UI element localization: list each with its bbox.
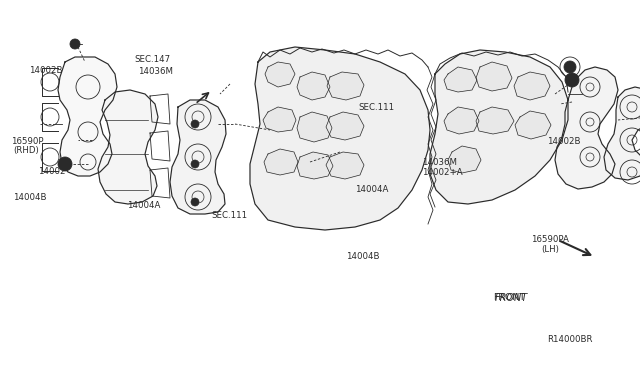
Text: 14002B: 14002B — [547, 137, 580, 146]
Polygon shape — [264, 149, 298, 175]
Circle shape — [191, 160, 199, 168]
Circle shape — [191, 198, 199, 206]
Polygon shape — [514, 72, 550, 100]
Polygon shape — [265, 62, 295, 87]
Text: 14036M: 14036M — [138, 67, 173, 76]
Text: SEC.147: SEC.147 — [134, 55, 170, 64]
Text: 16590PA: 16590PA — [531, 235, 569, 244]
Circle shape — [58, 157, 72, 171]
Text: 14002+A: 14002+A — [422, 169, 463, 177]
Polygon shape — [515, 111, 551, 139]
Polygon shape — [58, 57, 117, 176]
Text: SEC.111: SEC.111 — [211, 211, 247, 220]
Polygon shape — [297, 152, 333, 179]
Text: SEC.111: SEC.111 — [358, 103, 394, 112]
Polygon shape — [263, 107, 296, 132]
Polygon shape — [430, 50, 568, 204]
Text: 14004B: 14004B — [13, 193, 46, 202]
Polygon shape — [444, 107, 479, 134]
Text: 14004B: 14004B — [346, 252, 379, 261]
Polygon shape — [476, 107, 514, 134]
Polygon shape — [170, 100, 226, 214]
Text: FRONT: FRONT — [495, 293, 528, 302]
Text: R14000BR: R14000BR — [547, 335, 593, 344]
Text: (RHD): (RHD) — [13, 146, 38, 155]
Circle shape — [191, 120, 199, 128]
Polygon shape — [250, 47, 430, 230]
Polygon shape — [98, 90, 158, 204]
Polygon shape — [448, 146, 481, 173]
Text: 14002B: 14002B — [29, 66, 62, 75]
Text: 16590P: 16590P — [11, 137, 44, 146]
Text: 14004A: 14004A — [355, 185, 388, 194]
Polygon shape — [604, 87, 640, 180]
Circle shape — [564, 61, 576, 73]
Text: FRONT: FRONT — [493, 293, 525, 302]
Circle shape — [70, 39, 80, 49]
Polygon shape — [444, 67, 477, 92]
Text: (LH): (LH) — [541, 245, 559, 254]
Circle shape — [565, 73, 579, 87]
Polygon shape — [476, 62, 512, 91]
Polygon shape — [327, 72, 364, 100]
Polygon shape — [297, 72, 330, 100]
Text: 14004A: 14004A — [127, 201, 160, 210]
Polygon shape — [326, 152, 364, 179]
Text: 14036M: 14036M — [422, 158, 458, 167]
Polygon shape — [555, 67, 618, 189]
Text: 14002: 14002 — [38, 167, 66, 176]
Polygon shape — [326, 112, 364, 140]
Polygon shape — [297, 112, 332, 142]
